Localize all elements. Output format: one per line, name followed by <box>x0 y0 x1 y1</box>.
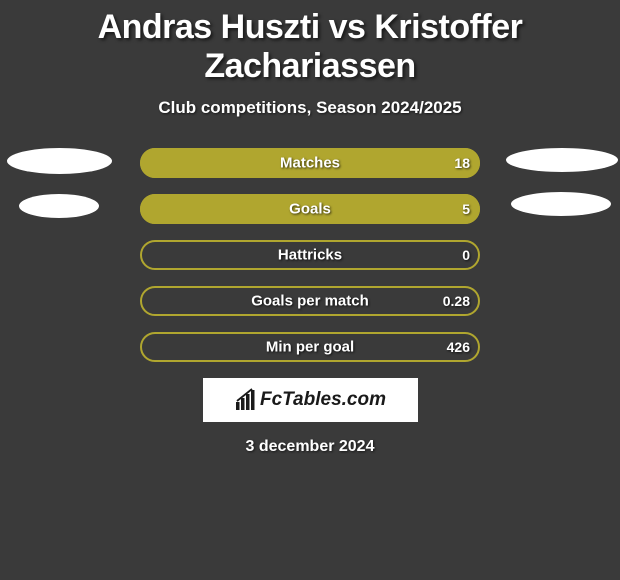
player-ellipse <box>511 192 611 216</box>
stat-label: Goals <box>289 201 331 218</box>
stat-row: Goals per match 0.28 <box>140 286 480 316</box>
date-label: 3 december 2024 <box>0 438 620 456</box>
page-title: Andras Huszti vs Kristoffer Zachariassen <box>0 0 620 86</box>
player-ellipse <box>506 148 618 172</box>
subtitle: Club competitions, Season 2024/2025 <box>0 98 620 118</box>
stats-area: Matches 18 Goals 5 Hattricks 0 Goals per match… <box>0 148 620 362</box>
player-left-silhouette <box>4 148 114 238</box>
stat-label: Hattricks <box>278 247 342 264</box>
player-right-silhouette <box>506 148 616 236</box>
fctables-icon <box>234 388 258 412</box>
stat-label: Min per goal <box>266 339 354 356</box>
stat-value-right: 0 <box>462 247 470 263</box>
stat-row: Matches 18 <box>140 148 480 178</box>
stat-value-right: 426 <box>447 339 470 355</box>
stat-value-right: 0.28 <box>443 293 470 309</box>
logo-box: FcTables.com <box>203 378 418 422</box>
stat-row: Min per goal 426 <box>140 332 480 362</box>
stat-label: Matches <box>280 155 340 172</box>
stat-label: Goals per match <box>251 293 369 310</box>
stat-bars: Matches 18 Goals 5 Hattricks 0 Goals per match… <box>140 148 480 362</box>
stat-value-right: 18 <box>454 155 470 171</box>
player-ellipse <box>19 194 99 218</box>
stat-row: Goals 5 <box>140 194 480 224</box>
player-ellipse <box>7 148 112 174</box>
logo-text: FcTables.com <box>260 389 386 411</box>
stat-row: Hattricks 0 <box>140 240 480 270</box>
stat-value-right: 5 <box>462 201 470 217</box>
